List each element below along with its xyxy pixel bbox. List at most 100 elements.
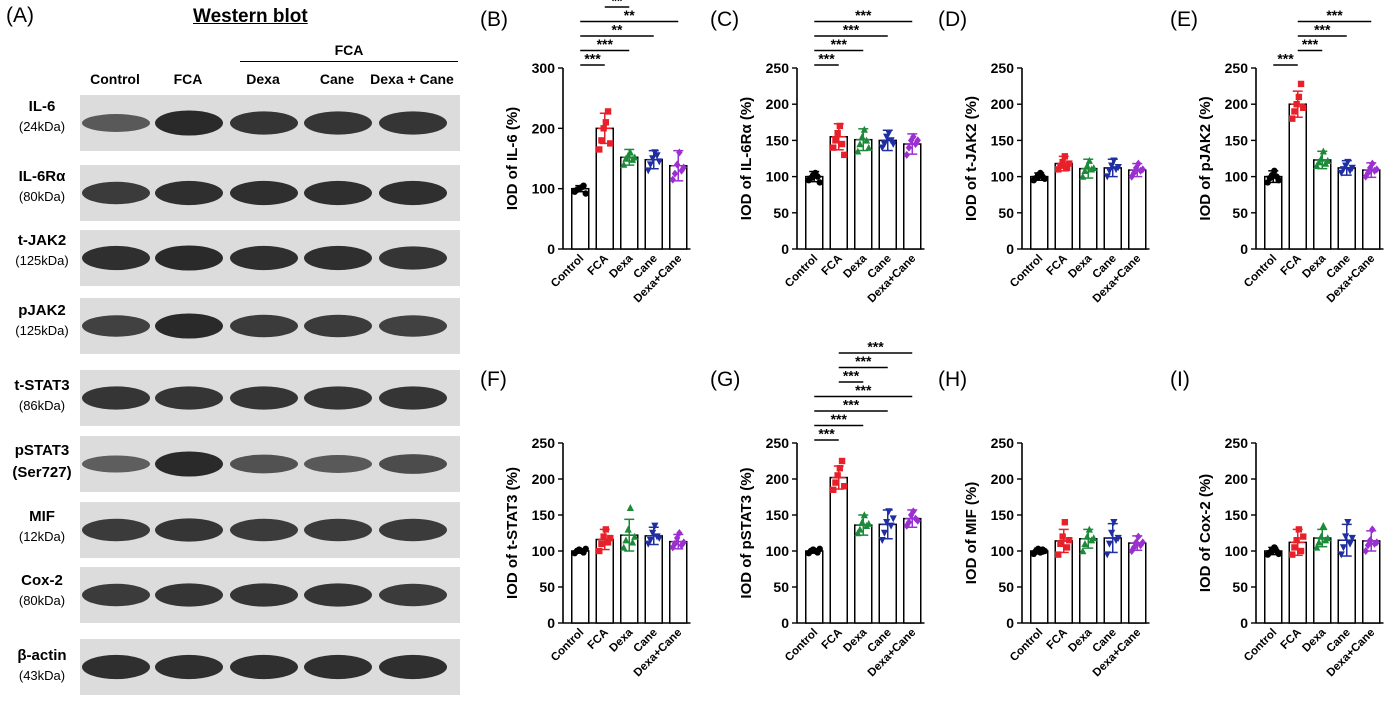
data-point (1139, 538, 1146, 547)
data-point (880, 140, 889, 148)
data-point (1344, 519, 1352, 526)
data-point (1110, 519, 1118, 526)
data-point (598, 540, 605, 547)
y-tick-label: 200 (991, 471, 1015, 487)
y-tick-label: 100 (532, 181, 556, 197)
y-tick-label: 200 (991, 96, 1015, 112)
bar (1103, 167, 1122, 250)
data-point (1135, 532, 1142, 541)
data-point (1295, 93, 1303, 101)
data-point (1364, 541, 1372, 550)
significance-label: ** (612, 22, 623, 38)
blot-strip-4 (80, 370, 460, 426)
data-point (655, 534, 663, 542)
fca-group-line (240, 61, 458, 62)
y-tick-label: 250 (991, 60, 1015, 76)
data-point (1319, 147, 1327, 155)
blot-band (82, 386, 150, 410)
data-point (856, 140, 864, 148)
data-point (1103, 173, 1111, 181)
protein-kda-il6ra: (80kDa) (18, 189, 66, 204)
data-point (883, 519, 891, 526)
y-tick-label: 250 (766, 435, 790, 451)
data-point (858, 132, 866, 140)
x-tick-label: Dexa (607, 626, 635, 654)
data-point (1297, 547, 1305, 555)
x-tick-label: Dexa (841, 252, 869, 280)
chart-d: (D) 0 50 100 150 200 250 IOD of t-JAK2 (%) Contr… (938, 8, 1150, 305)
x-tick-label: FCA (1279, 253, 1304, 278)
data-point (671, 169, 679, 178)
blot-strip-8 (80, 639, 460, 695)
bar (854, 524, 873, 624)
data-point (1293, 101, 1300, 108)
protein-label-tjak2: t-JAK2 (17, 232, 67, 249)
bar (903, 517, 922, 624)
data-point (832, 137, 839, 144)
bar (1313, 159, 1332, 250)
y-tick-label: 100 (991, 543, 1015, 559)
protein-label-cox2: Cox-2 (21, 572, 63, 589)
y-tick-label: 100 (532, 543, 556, 559)
bar (878, 139, 897, 250)
protein-label-il6: IL-6 (28, 98, 56, 115)
significance-label: *** (1314, 22, 1331, 38)
data-point (1315, 538, 1323, 546)
data-point (1041, 547, 1048, 555)
fca-group-label: FCA (334, 42, 364, 58)
data-point (1090, 164, 1098, 172)
data-point (582, 190, 589, 197)
chart-e: (E) 0 50 100 150 200 250 IOD of pJAK2 (%) Contro… (1170, 7, 1384, 305)
panel-letter: (B) (480, 8, 508, 31)
bar (903, 143, 922, 250)
data-point (836, 122, 844, 130)
x-tick-label: Dexa (1300, 626, 1328, 654)
data-point (1066, 160, 1073, 167)
blot-band (155, 654, 223, 680)
blot-band (379, 246, 447, 270)
x-tick-label: Dexa (1300, 252, 1328, 280)
data-point (910, 507, 917, 516)
data-point (1317, 532, 1325, 540)
protein-kda-tjak2: (125kDa) (15, 253, 69, 268)
data-point (626, 148, 634, 156)
blot-band (155, 583, 223, 607)
blot-band (304, 180, 372, 206)
data-point (644, 167, 652, 175)
data-point (653, 152, 661, 160)
y-tick-label: 200 (532, 471, 556, 487)
data-point (1324, 534, 1332, 542)
data-point (582, 545, 589, 553)
data-point (602, 119, 610, 126)
protein-kda-mif: (12kDa) (18, 529, 66, 544)
blot-band (304, 654, 372, 680)
blot-band (379, 583, 447, 607)
data-point (865, 143, 873, 151)
panel-letter-a: (A) (6, 4, 34, 27)
blot-band (82, 518, 150, 542)
protein-kda-cox2: (80kDa) (18, 593, 66, 608)
data-point (1061, 153, 1069, 160)
bar (829, 476, 848, 624)
data-point (626, 504, 634, 511)
significance-label: *** (818, 51, 835, 67)
y-tick-label: 200 (766, 96, 790, 112)
data-point (646, 161, 655, 169)
data-point (1135, 159, 1142, 168)
significance-label: *** (1302, 36, 1319, 52)
data-point (1344, 158, 1352, 166)
y-axis-label: IOD of t-JAK2 (%) (963, 96, 980, 221)
data-point (838, 457, 846, 465)
chart-g: (G) 0 50 100 150 200 250 IOD of pSTAT3 (%) Contr… (710, 339, 925, 679)
blot-strip-0 (80, 95, 460, 151)
data-point (834, 129, 841, 137)
data-point (628, 538, 637, 546)
data-point (889, 140, 897, 148)
x-tick-label: Control (783, 627, 820, 664)
y-tick-label: 200 (1225, 96, 1249, 112)
bar (571, 187, 590, 250)
data-point (885, 508, 893, 516)
bar (1362, 169, 1381, 250)
y-tick-label: 50 (539, 579, 555, 595)
y-tick-label: 150 (1225, 132, 1249, 148)
